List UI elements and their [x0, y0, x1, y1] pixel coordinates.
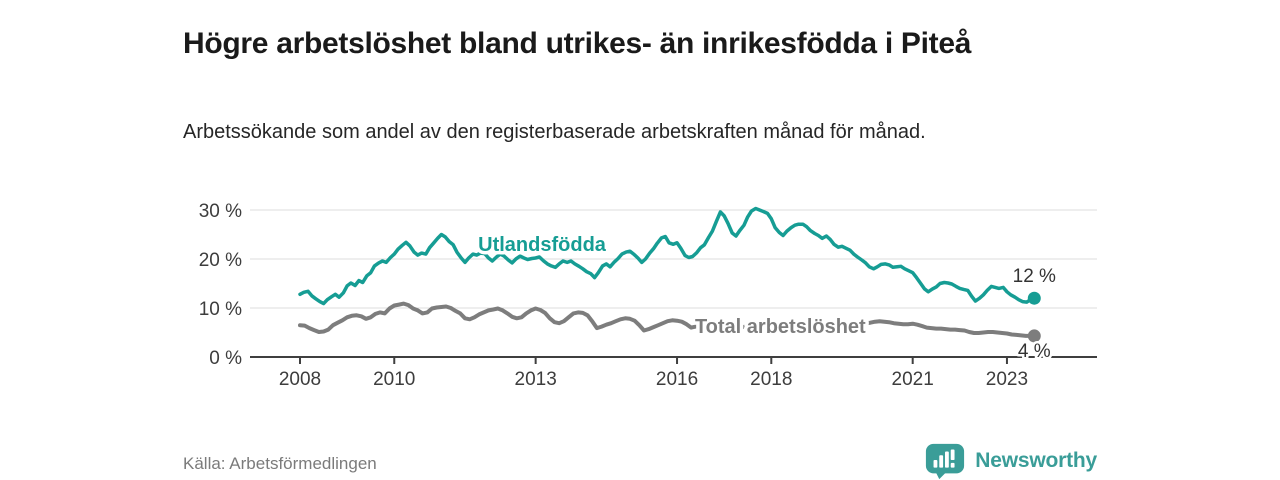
axes	[250, 356, 1097, 364]
series-label-total: Total arbetslöshet	[695, 316, 866, 338]
x-axis-label-2018: 2018	[750, 369, 792, 390]
brand-name: Newsworthy	[975, 449, 1097, 472]
x-axis-label-2023: 2023	[986, 369, 1028, 390]
chart-subtitle: Arbetssökande som andel av den registerb…	[183, 121, 926, 143]
end-dot-total	[1027, 329, 1041, 343]
line-total	[298, 301, 1037, 338]
end-value-label-foreign-born: 12 %	[1013, 266, 1056, 287]
end-dot-foreign-born	[1027, 291, 1041, 305]
x-axis-label-2021: 2021	[892, 369, 934, 390]
source-text: Källa: Arbetsförmedlingen	[183, 454, 377, 473]
data-series	[298, 206, 1041, 343]
x-axis-label-2010: 2010	[373, 369, 415, 390]
line-foreign-born	[298, 206, 1037, 306]
unemployment-line-chart: 0 % 10 % 20 % 30 % 2008 2010 2013 2016 2018 2021 2…	[199, 201, 1097, 390]
y-axis-label-10: 10 %	[199, 299, 242, 320]
y-axis-label-20: 20 %	[199, 250, 242, 271]
axis-tick-labels: 0 % 10 % 20 % 30 % 2008 2010 2013 2016 2018 2021 2…	[199, 201, 1028, 390]
page-title: Högre arbetslöshet bland utrikes- än inr…	[183, 27, 972, 61]
series-annotations: Utlandsfödda 12 % Total arbetslöshet 4 %	[475, 231, 1059, 365]
x-axis-label-2013: 2013	[515, 369, 557, 390]
y-axis-label-0: 0 %	[209, 348, 242, 369]
x-axis-label-2008: 2008	[279, 369, 321, 390]
x-axis-label-2016: 2016	[656, 369, 698, 390]
end-value-label-total: 4 %	[1018, 341, 1051, 362]
series-label-foreign-born: Utlandsfödda	[478, 234, 607, 256]
y-axis-label-30: 30 %	[199, 201, 242, 222]
newsworthy-brand: Newsworthy	[924, 442, 1097, 480]
bar-chart-speech-bubble-icon	[926, 443, 965, 480]
